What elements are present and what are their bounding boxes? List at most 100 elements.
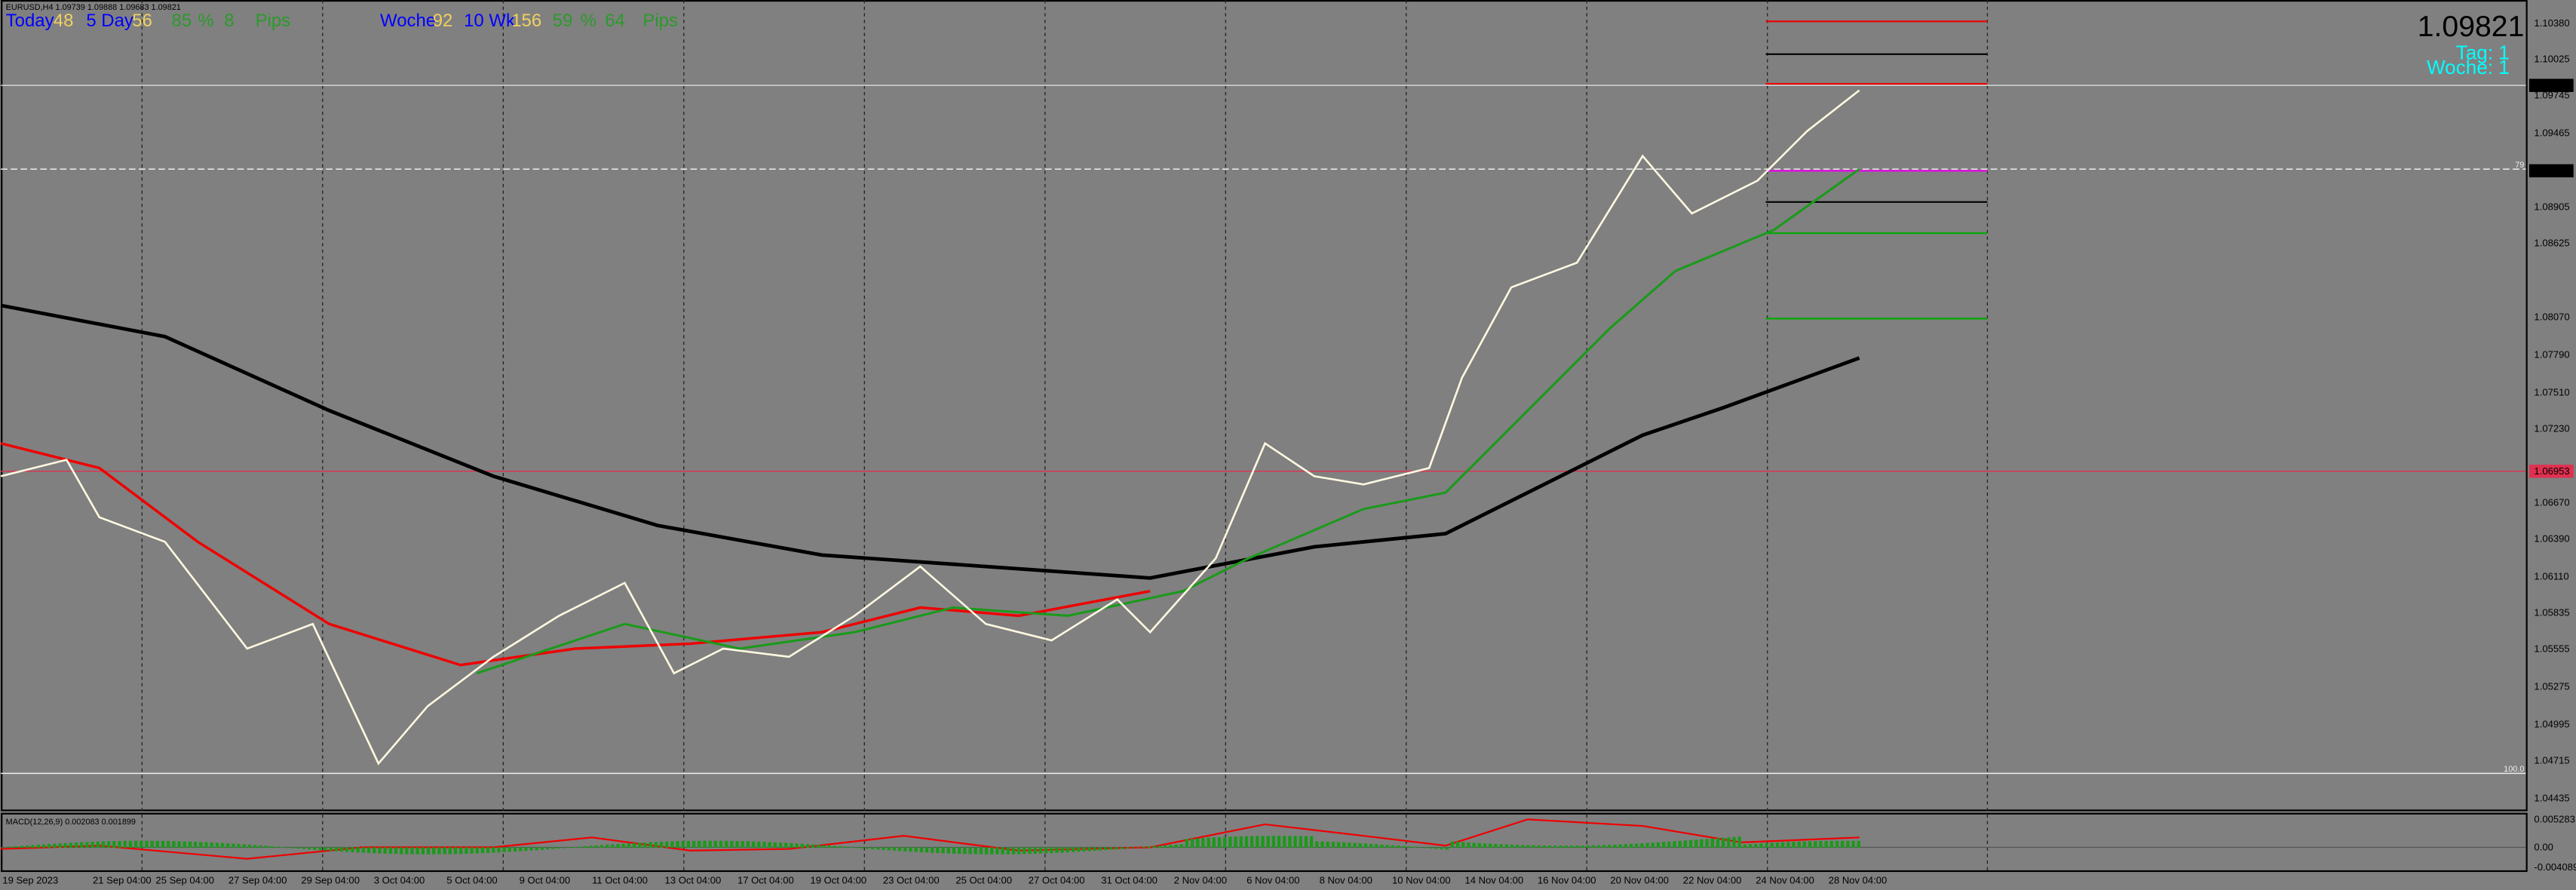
macd-frame [1,812,2528,873]
macd-bar [1857,840,1860,849]
macd-bar [1120,847,1124,849]
macd-bar [1504,844,1508,849]
time-axis-label: 27 Oct 04:00 [1029,874,1085,885]
week-percent-sign: % [581,11,596,31]
macd-bar [63,842,67,849]
macd-bar [751,841,756,849]
macd-bar [453,847,458,855]
macd-bar [1640,843,1644,849]
macd-bar [1055,847,1059,853]
macd-bar [817,845,820,849]
macd-bar [1596,845,1601,849]
macd-bar [1066,847,1070,853]
macd-bar [9,846,14,849]
macd-bar [844,846,848,849]
macd-bar [1748,844,1753,849]
macd-bar [31,845,35,849]
week-percent: 59 [553,11,573,31]
macd-bar [1023,847,1026,855]
macd-bar [339,847,344,852]
macd-bar [188,841,192,849]
time-axis-label: 19 Oct 04:00 [810,874,866,885]
macd-bar [1358,842,1362,849]
macd-bar [128,840,133,849]
macd-bar [1532,845,1535,849]
macd-bar [242,844,246,849]
price-axis-label: 1.08905 [2534,201,2569,213]
macd-bar [383,847,387,854]
macd-bar [1569,846,1574,849]
macd-bar [578,846,582,849]
price-axis-label: 1.08625 [2534,238,2569,249]
macd-histogram [4,836,1860,855]
time-axis-label: 2 Nov 04:00 [1174,874,1227,885]
macd-bar [1537,845,1541,849]
ten-week-label: 10 Wk [464,11,515,31]
week-pips-label: Pips [642,11,678,31]
macd-bar [475,847,479,854]
macd-bar [1190,838,1194,849]
macd-bar [47,844,51,849]
macd-bar [1017,847,1021,855]
macd-bar [1483,843,1487,849]
macd-bar [805,844,810,849]
macd-bar [1700,839,1704,849]
macd-bar [1786,842,1790,849]
macd-bar [1591,845,1595,849]
week-label: Woche [380,11,436,31]
macd-bar [1266,836,1270,849]
time-axis-label: 25 Sep 04:00 [155,874,214,885]
time-axis-label: 13 Oct 04:00 [665,874,722,885]
macd-bar [1234,836,1237,849]
macd-bar [199,842,203,849]
day-percent-sign: % [198,11,213,31]
macd-bar [838,846,842,849]
macd-bar [1575,846,1579,849]
macd-bar [1445,847,1449,850]
macd-bar [215,842,219,849]
macd-bar [1819,841,1823,849]
macd-bar [470,847,474,854]
macd-bar [1028,847,1032,855]
macd-bar [692,840,696,849]
macd-bar [1082,847,1086,852]
macd-bar [1683,840,1688,849]
price-tag [2528,164,2574,178]
macd-bar [226,843,230,849]
macd-bar [448,847,452,855]
price-axis-label: 1.06670 [2534,497,2569,508]
macd-bar [984,847,989,855]
macd-bar [616,843,620,849]
five-day-value: 56 [132,11,152,31]
macd-bar [14,846,19,849]
macd-bar [686,840,691,849]
macd-bar [735,841,739,849]
macd-bar [519,847,523,852]
macd-bar [876,847,880,850]
macd-bar [280,847,284,849]
macd-bar [897,847,902,852]
macd-bar [936,847,940,854]
macd-bar [1244,836,1249,849]
macd-bar [1207,837,1210,849]
ma-red [0,442,1151,667]
price-axis-label: 1.06390 [2534,532,2569,544]
macd-bar [465,847,468,854]
macd-bar [1797,841,1801,849]
macd-bar [1721,837,1725,849]
macd-bar [1250,836,1254,849]
time-axis-label: 14 Nov 04:00 [1464,874,1523,885]
price-axis-label: 1.07510 [2534,387,2569,398]
macd-bar [995,847,999,855]
macd-bar [725,840,728,849]
macd-bar [1727,837,1731,849]
macd-bar [80,842,84,849]
macd-bar [946,847,950,854]
current-price: 1.09821 [2418,11,2525,43]
macd-bar [713,840,718,849]
macd-bar [1808,841,1812,849]
macd-bar [1228,836,1232,849]
macd-bar [1391,845,1395,849]
macd-bar [421,847,425,855]
price-tag [2528,465,2574,478]
